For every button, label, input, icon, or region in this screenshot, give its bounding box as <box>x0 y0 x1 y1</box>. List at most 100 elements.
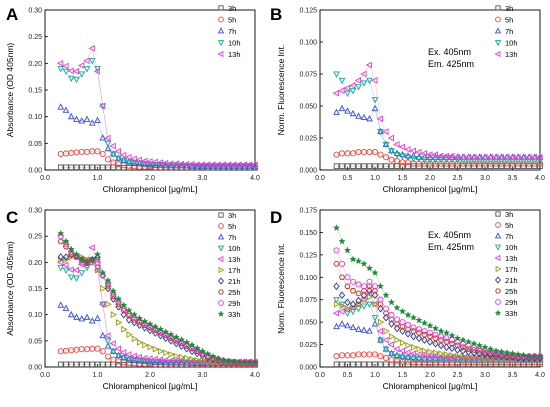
data-point <box>333 297 340 304</box>
data-point <box>409 313 418 321</box>
legend-marker <box>218 5 224 11</box>
data-point <box>99 134 107 141</box>
data-point <box>416 345 423 353</box>
y-tick-label: 0.25 <box>28 34 42 41</box>
data-point <box>360 80 368 87</box>
legend-label: 33h <box>505 309 518 318</box>
data-point <box>449 163 455 169</box>
data-point <box>365 61 373 69</box>
data-point <box>481 343 489 351</box>
data-point <box>83 66 91 73</box>
data-point <box>177 335 186 343</box>
data-point <box>57 361 64 368</box>
data-point <box>173 352 181 360</box>
legend: 3h 5h 7h 10h 13h 17h 21h 25h 29h 33h <box>217 211 241 319</box>
data-point <box>62 106 70 113</box>
data-point <box>94 116 101 123</box>
legend-marker <box>494 40 502 47</box>
data-point <box>151 359 159 366</box>
data-point <box>365 264 374 272</box>
data-point <box>152 345 160 353</box>
legend-marker <box>494 232 502 239</box>
series-line <box>60 254 255 363</box>
data-point <box>63 256 70 264</box>
data-point <box>355 306 362 313</box>
data-point <box>410 324 417 331</box>
legend-label: 10h <box>505 38 518 47</box>
legend-label: 10h <box>228 244 241 253</box>
data-point <box>448 331 456 339</box>
data-point <box>421 328 428 335</box>
legend-label: 13h <box>505 50 518 59</box>
legend-label: 21h <box>505 276 518 285</box>
data-point <box>366 114 373 122</box>
series-13h <box>56 45 258 169</box>
data-point <box>349 255 357 263</box>
data-point <box>382 141 390 149</box>
data-point <box>459 347 467 355</box>
data-point <box>168 351 175 358</box>
data-point <box>67 112 75 120</box>
data-point <box>83 313 91 320</box>
y-tick-label: 0.150 <box>299 230 317 237</box>
data-point <box>415 330 423 336</box>
legend-label: 25h <box>228 288 241 297</box>
data-point <box>421 163 428 169</box>
data-point <box>481 349 489 356</box>
data-point <box>344 321 351 329</box>
data-point <box>350 361 356 368</box>
data-point <box>99 361 106 368</box>
data-point <box>420 351 428 359</box>
data-point <box>372 163 378 169</box>
chart-panel-c: C 0.0 1.0 2.0 3.0 4.0 0.00 0.05 0.10 0.15 0.20 0.25… <box>5 208 260 392</box>
data-point <box>344 90 351 98</box>
panel-label: C <box>6 208 18 227</box>
data-point <box>454 352 462 360</box>
data-point <box>338 274 346 280</box>
series-10h <box>333 71 544 165</box>
data-point <box>365 290 373 297</box>
legend-label: 13h <box>228 255 241 264</box>
data-point <box>388 320 395 328</box>
y-tick-label: 0.075 <box>299 297 317 304</box>
data-point <box>376 115 384 123</box>
x-tick-label: 1.0 <box>370 175 380 182</box>
data-point <box>475 341 484 349</box>
data-point <box>125 306 133 314</box>
data-point <box>519 351 528 359</box>
legend-marker <box>218 223 224 229</box>
data-point <box>333 282 340 291</box>
data-point <box>420 319 429 327</box>
data-point <box>104 134 111 142</box>
legend-label: 17h <box>228 266 241 275</box>
data-point <box>387 341 395 348</box>
data-point <box>360 326 368 333</box>
data-point <box>93 67 101 75</box>
data-point <box>344 361 351 368</box>
data-point <box>94 164 101 171</box>
series-10h <box>57 58 259 170</box>
data-point <box>377 163 384 169</box>
y-tick-label: 0.050 <box>299 320 317 327</box>
data-point <box>338 77 346 85</box>
data-point <box>94 345 101 352</box>
data-point <box>131 335 139 343</box>
data-point <box>443 343 450 352</box>
data-point <box>78 361 85 368</box>
y-tick-label: 0.075 <box>299 72 317 79</box>
data-point <box>125 159 133 166</box>
data-point <box>443 163 450 169</box>
data-point <box>198 347 207 355</box>
x-tick-label: 1.0 <box>370 372 380 379</box>
data-point <box>432 335 439 341</box>
data-point <box>349 150 357 157</box>
data-point <box>443 335 450 342</box>
data-point <box>415 356 423 363</box>
data-point <box>421 347 429 355</box>
series-7h <box>333 104 544 160</box>
x-tick-label: 3.0 <box>198 372 208 379</box>
data-point <box>339 163 345 169</box>
data-point <box>88 244 95 252</box>
data-point <box>405 163 411 169</box>
data-point <box>366 278 373 285</box>
